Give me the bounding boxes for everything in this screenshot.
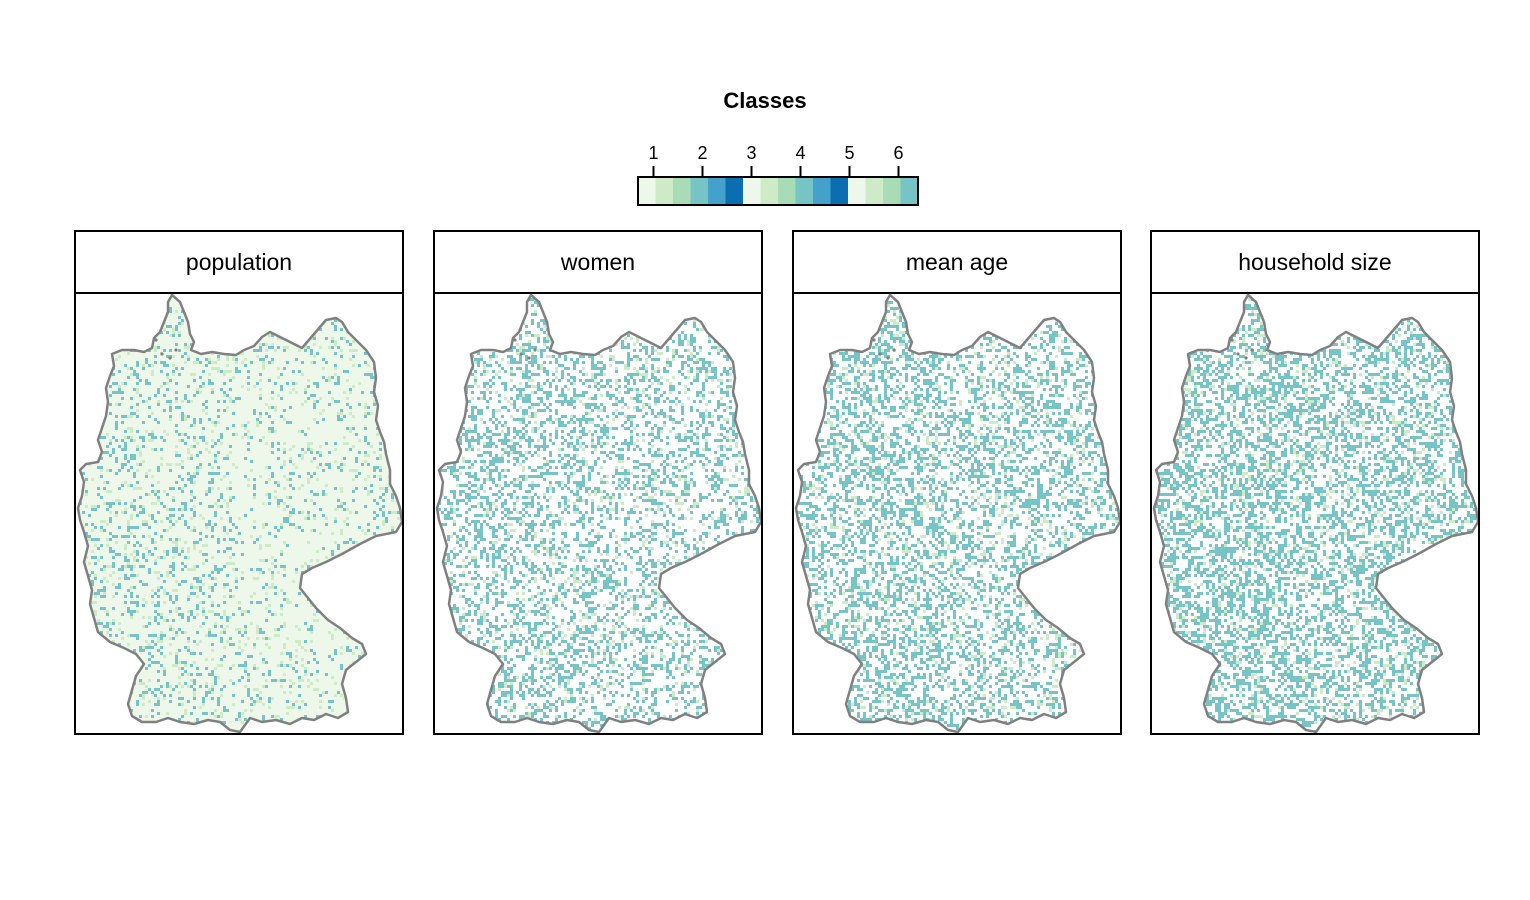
raster-cells-light (441, 298, 756, 721)
germany-map-mean-age (794, 293, 1120, 733)
island-marker (519, 352, 523, 356)
germany-border (1152, 293, 1478, 733)
raster-cells (797, 301, 1118, 730)
legend-swatch (900, 177, 919, 205)
legend-swatch (725, 177, 744, 205)
legend-swatch (638, 177, 656, 205)
legend-swatch (848, 177, 866, 205)
legend-tick-label: 6 (893, 143, 903, 163)
raster-cells (79, 307, 400, 724)
legend-tick-label: 2 (697, 143, 707, 163)
germany-map-women (435, 293, 761, 733)
legend-swatch (865, 177, 884, 205)
legend-swatch (883, 177, 901, 205)
panel-women: women (433, 230, 763, 735)
panel-population: population (74, 230, 404, 735)
island-marker (527, 356, 531, 360)
germany-border (435, 293, 761, 733)
island-marker (1244, 356, 1248, 360)
raster-cells-teal (438, 298, 759, 730)
legend-title: Classes (723, 88, 806, 113)
panel-household-size: household size (1150, 230, 1480, 735)
island-marker (1236, 352, 1240, 356)
legend-swatch (708, 177, 726, 205)
germany-border (76, 293, 402, 733)
legend-tick-label: 1 (648, 143, 658, 163)
legend-tick-label: 5 (844, 143, 854, 163)
legend-bar-frame (637, 176, 919, 206)
legend-swatch (760, 177, 779, 205)
classes-legend: Classes 1 2 3 4 5 6 (600, 80, 940, 220)
island-marker (886, 356, 890, 360)
raster-cells (438, 298, 759, 730)
island-marker (878, 352, 882, 356)
legend-ticks: 1 2 3 4 5 6 (648, 143, 904, 177)
legend-color-bar (637, 176, 919, 206)
raster-cells-light (1158, 298, 1470, 724)
panel-title-population: population (76, 232, 402, 294)
germany-border (794, 293, 1120, 733)
legend-swatch (830, 177, 849, 205)
island-marker (168, 356, 172, 360)
raster-cells-light (82, 310, 400, 724)
island-marker (872, 338, 876, 342)
legend-swatch (690, 177, 709, 205)
germany-map-population (76, 293, 402, 733)
legend-swatch (673, 177, 691, 205)
island-marker (1230, 338, 1234, 342)
legend-swatch (743, 177, 761, 205)
island-marker (154, 338, 158, 342)
legend-swatch (813, 177, 831, 205)
legend-swatch (795, 177, 814, 205)
panel-title-mean-age: mean age (794, 232, 1120, 294)
legend-swatch (655, 177, 674, 205)
panel-mean-age: mean age (792, 230, 1122, 735)
island-marker (892, 348, 896, 352)
panel-title-women: women (435, 232, 761, 294)
island-marker (1250, 348, 1254, 352)
germany-map-household-size (1152, 293, 1478, 733)
island-marker (160, 352, 164, 356)
legend-tick-label: 3 (746, 143, 756, 163)
legend-tick-label: 4 (795, 143, 805, 163)
island-marker (513, 338, 517, 342)
raster-cells (1155, 298, 1476, 732)
island-marker (533, 348, 537, 352)
panel-title-household-size: household size (1152, 232, 1478, 294)
raster-cells-teal (797, 301, 1118, 730)
raster-cells-teal (1155, 298, 1476, 732)
island-marker (174, 348, 178, 352)
legend-swatch (778, 177, 796, 205)
